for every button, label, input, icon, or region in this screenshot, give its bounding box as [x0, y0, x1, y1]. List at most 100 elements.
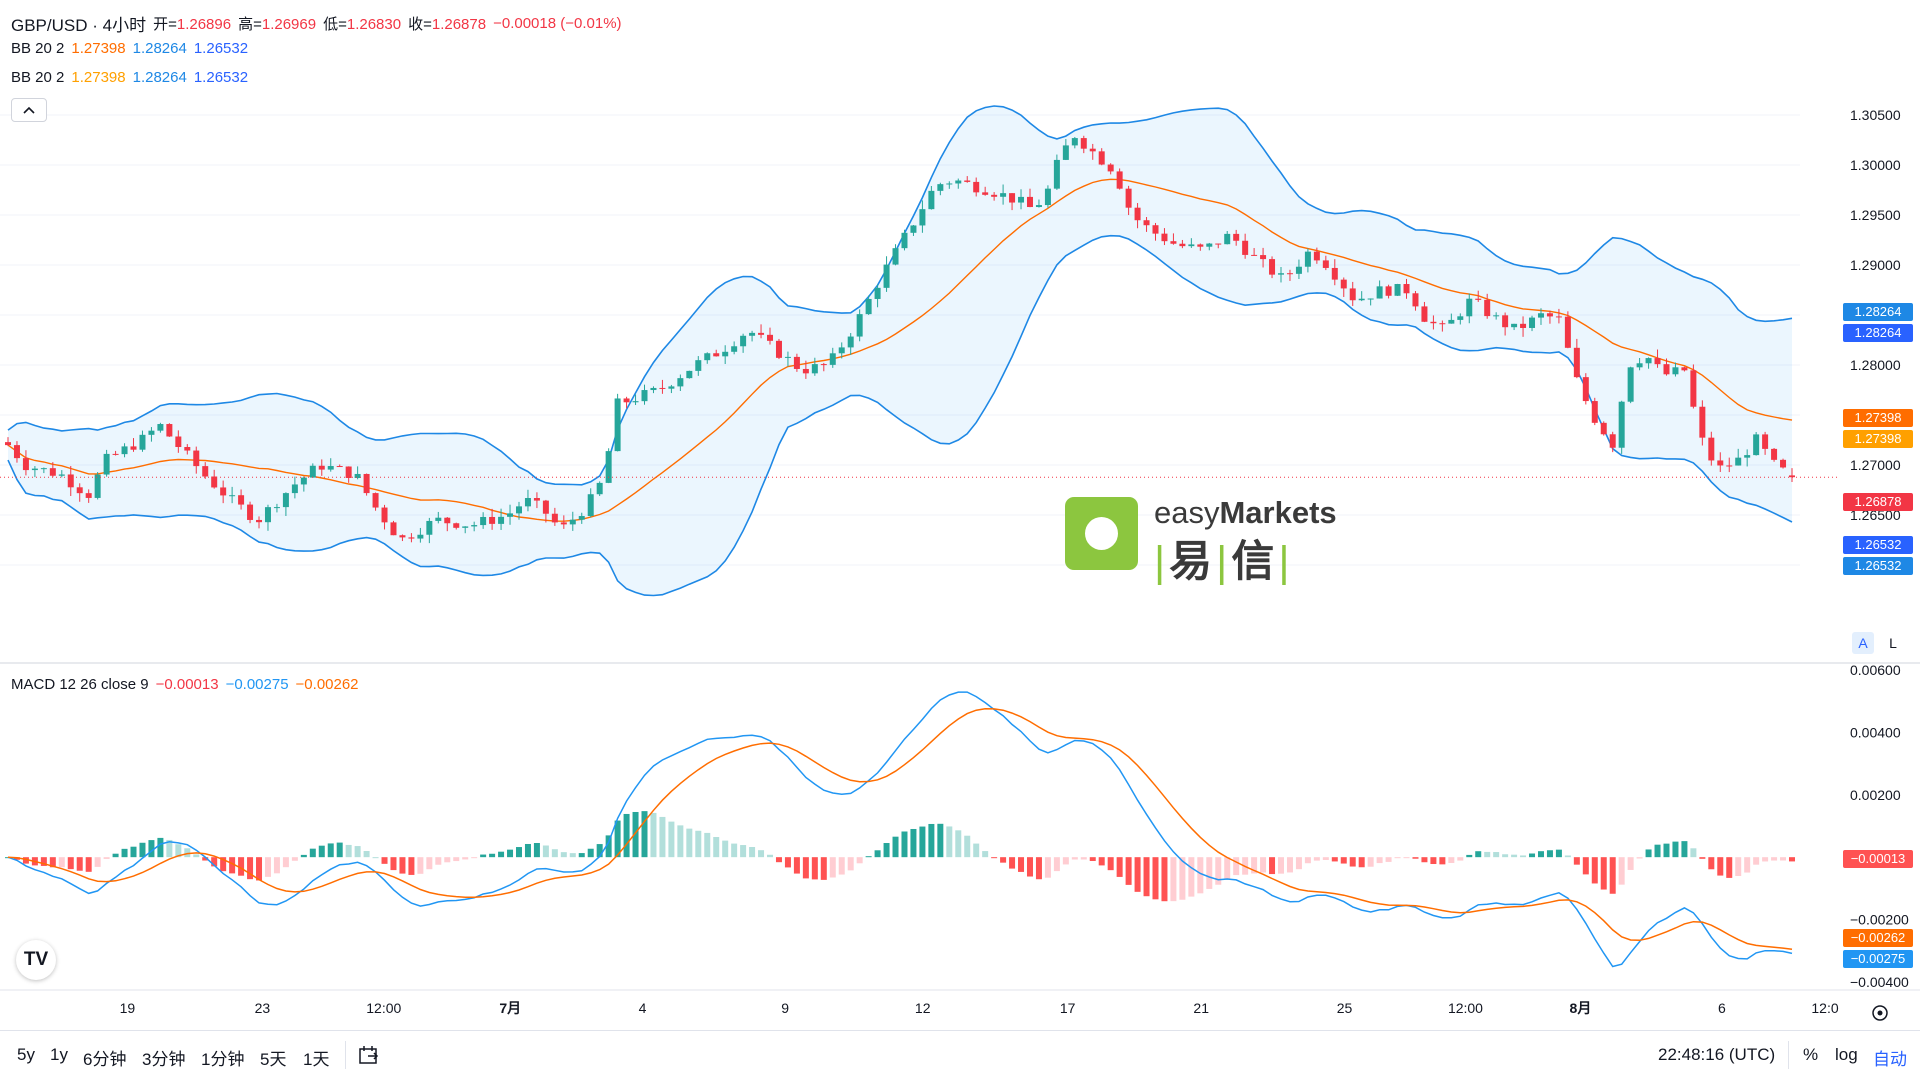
- bb-basis-tag: 1.27398: [1843, 430, 1913, 448]
- candle-body: [31, 468, 38, 471]
- toolbar-divider: [1788, 1041, 1789, 1069]
- macd-histogram-bar: [1134, 857, 1141, 892]
- macd-histogram-bar: [1457, 857, 1464, 861]
- macd-histogram-bar: [928, 823, 935, 858]
- macd-histogram-bar: [193, 854, 200, 858]
- macd-histogram-bar: [1062, 857, 1069, 865]
- bb-legend-1[interactable]: BB 20 2 1.27398 1.28264 1.26532: [11, 40, 248, 57]
- percent-scale-toggle[interactable]: %: [1803, 1045, 1819, 1064]
- macd-histogram-bar: [130, 846, 137, 858]
- candle-body: [1582, 377, 1589, 402]
- range-3m-button[interactable]: 3分钟: [142, 1050, 186, 1069]
- macd-histogram-bar: [1116, 857, 1123, 877]
- macd-histogram-bar: [1582, 857, 1589, 875]
- candle-body: [1044, 188, 1051, 206]
- range-6m-button[interactable]: 6分钟: [83, 1050, 127, 1069]
- macd-histogram-bar: [238, 857, 245, 876]
- macd-histogram-bar: [659, 816, 666, 858]
- settings-gear-icon[interactable]: [1872, 1005, 1888, 1021]
- macd-histogram-bar: [282, 857, 289, 868]
- candle-body: [354, 473, 361, 478]
- macd-histogram-bar: [1179, 857, 1186, 900]
- macd-histogram-bar: [533, 843, 540, 858]
- goto-date-icon[interactable]: [357, 1044, 381, 1068]
- macd-signal-tag: −0.00262: [1843, 929, 1913, 947]
- candle-body: [166, 424, 173, 437]
- macd-histogram-bar: [381, 857, 388, 864]
- candle-body: [5, 442, 11, 446]
- candle-body: [489, 516, 496, 524]
- candle-body: [1331, 267, 1338, 280]
- candle-body: [811, 364, 818, 374]
- range-5d-button[interactable]: 5天: [260, 1050, 287, 1069]
- macd-histogram-bar: [1708, 857, 1715, 870]
- macd-histogram-bar: [946, 826, 953, 858]
- macd-histogram-bar: [856, 857, 863, 864]
- tradingview-logo[interactable]: TV: [16, 940, 56, 980]
- macd-histogram-bar: [1699, 857, 1706, 859]
- macd-histogram-bar: [1537, 851, 1544, 858]
- time-tick-label: 25: [1337, 1000, 1353, 1016]
- high-label: 高=1.26969: [238, 13, 316, 34]
- candle-body: [1735, 457, 1742, 466]
- symbol-title: GBP/USD · 4小时: [11, 16, 147, 35]
- candle-body: [964, 180, 971, 182]
- macd-histogram-bar: [623, 813, 630, 858]
- macd-line-tag: −0.00275: [1843, 950, 1913, 968]
- macd-histogram-bar: [1018, 857, 1025, 872]
- range-1m-button[interactable]: 1分钟: [201, 1050, 245, 1069]
- macd-histogram-bar: [955, 830, 962, 858]
- bb-legend-2[interactable]: BB 20 2 1.27398 1.28264 1.26532: [11, 69, 248, 86]
- candle-body: [112, 453, 119, 455]
- candle-body: [1286, 273, 1293, 275]
- log-scale-button[interactable]: L: [1889, 635, 1897, 651]
- range-5y-button[interactable]: 5y: [17, 1045, 35, 1064]
- collapse-legend-button[interactable]: [11, 98, 47, 122]
- price-tick-label: 1.29500: [1850, 207, 1901, 223]
- bb-lower-value: 1.26532: [193, 40, 249, 57]
- candle-body: [677, 378, 684, 387]
- bottom-toolbar: 5y 1y 6分钟 3分钟 1分钟 5天 1天 22:48:16 (UTC) %…: [0, 1030, 1920, 1081]
- range-1y-button[interactable]: 1y: [50, 1045, 68, 1064]
- macd-histogram-bar: [300, 854, 307, 858]
- low-key: 低=: [323, 16, 347, 33]
- log-scale-toggle[interactable]: log: [1835, 1045, 1858, 1064]
- macd-histogram-bar: [704, 832, 711, 858]
- candle-body: [820, 364, 827, 366]
- candle-body: [551, 513, 558, 523]
- candle-body: [1421, 306, 1428, 322]
- range-1d-button[interactable]: 1天: [303, 1050, 330, 1069]
- macd-histogram-bar: [220, 857, 227, 872]
- candle-body: [372, 493, 379, 508]
- time-tick-label: 12:00: [1448, 1000, 1483, 1016]
- macd-histogram-bar: [811, 857, 818, 880]
- macd-histogram-bar: [1071, 857, 1078, 860]
- macd-tick-label: −0.00200: [1850, 912, 1909, 928]
- macd-histogram-bar: [1143, 857, 1150, 897]
- macd-histogram-bar: [569, 853, 576, 858]
- macd-histogram-bar: [1313, 857, 1320, 861]
- macd-histogram-bar: [1573, 857, 1580, 865]
- macd-histogram-bar: [1439, 857, 1446, 865]
- candle-body: [1780, 459, 1787, 468]
- candle-body: [1555, 316, 1562, 318]
- macd-histogram-bar: [1035, 857, 1042, 880]
- macd-histogram-bar: [139, 842, 146, 858]
- bb-upper-value: 1.28264: [132, 69, 187, 86]
- gear-hub: [1877, 1010, 1883, 1016]
- clock-time[interactable]: 22:48:16 (UTC): [1658, 1045, 1776, 1064]
- macd-histogram-bar: [937, 823, 944, 858]
- auto-scale-toggle[interactable]: 自动: [1873, 1050, 1907, 1069]
- macd-histogram-bar: [1215, 857, 1222, 885]
- candle-body: [1645, 358, 1652, 364]
- auto-scale-button[interactable]: A: [1852, 632, 1874, 654]
- price-chart-svg[interactable]: 1.305001.300001.295001.290001.285001.280…: [0, 0, 1920, 1030]
- candle-body: [1206, 243, 1213, 247]
- macd-histogram-bar: [1771, 857, 1778, 861]
- bb-basis-value: 1.27398: [71, 69, 126, 86]
- candle-body: [1511, 323, 1518, 328]
- macd-legend[interactable]: MACD 12 26 close 9 −0.00013 −0.00275 −0.…: [11, 676, 359, 693]
- macd-histogram-bar: [1278, 857, 1285, 874]
- macd-histogram-bar: [1744, 857, 1751, 873]
